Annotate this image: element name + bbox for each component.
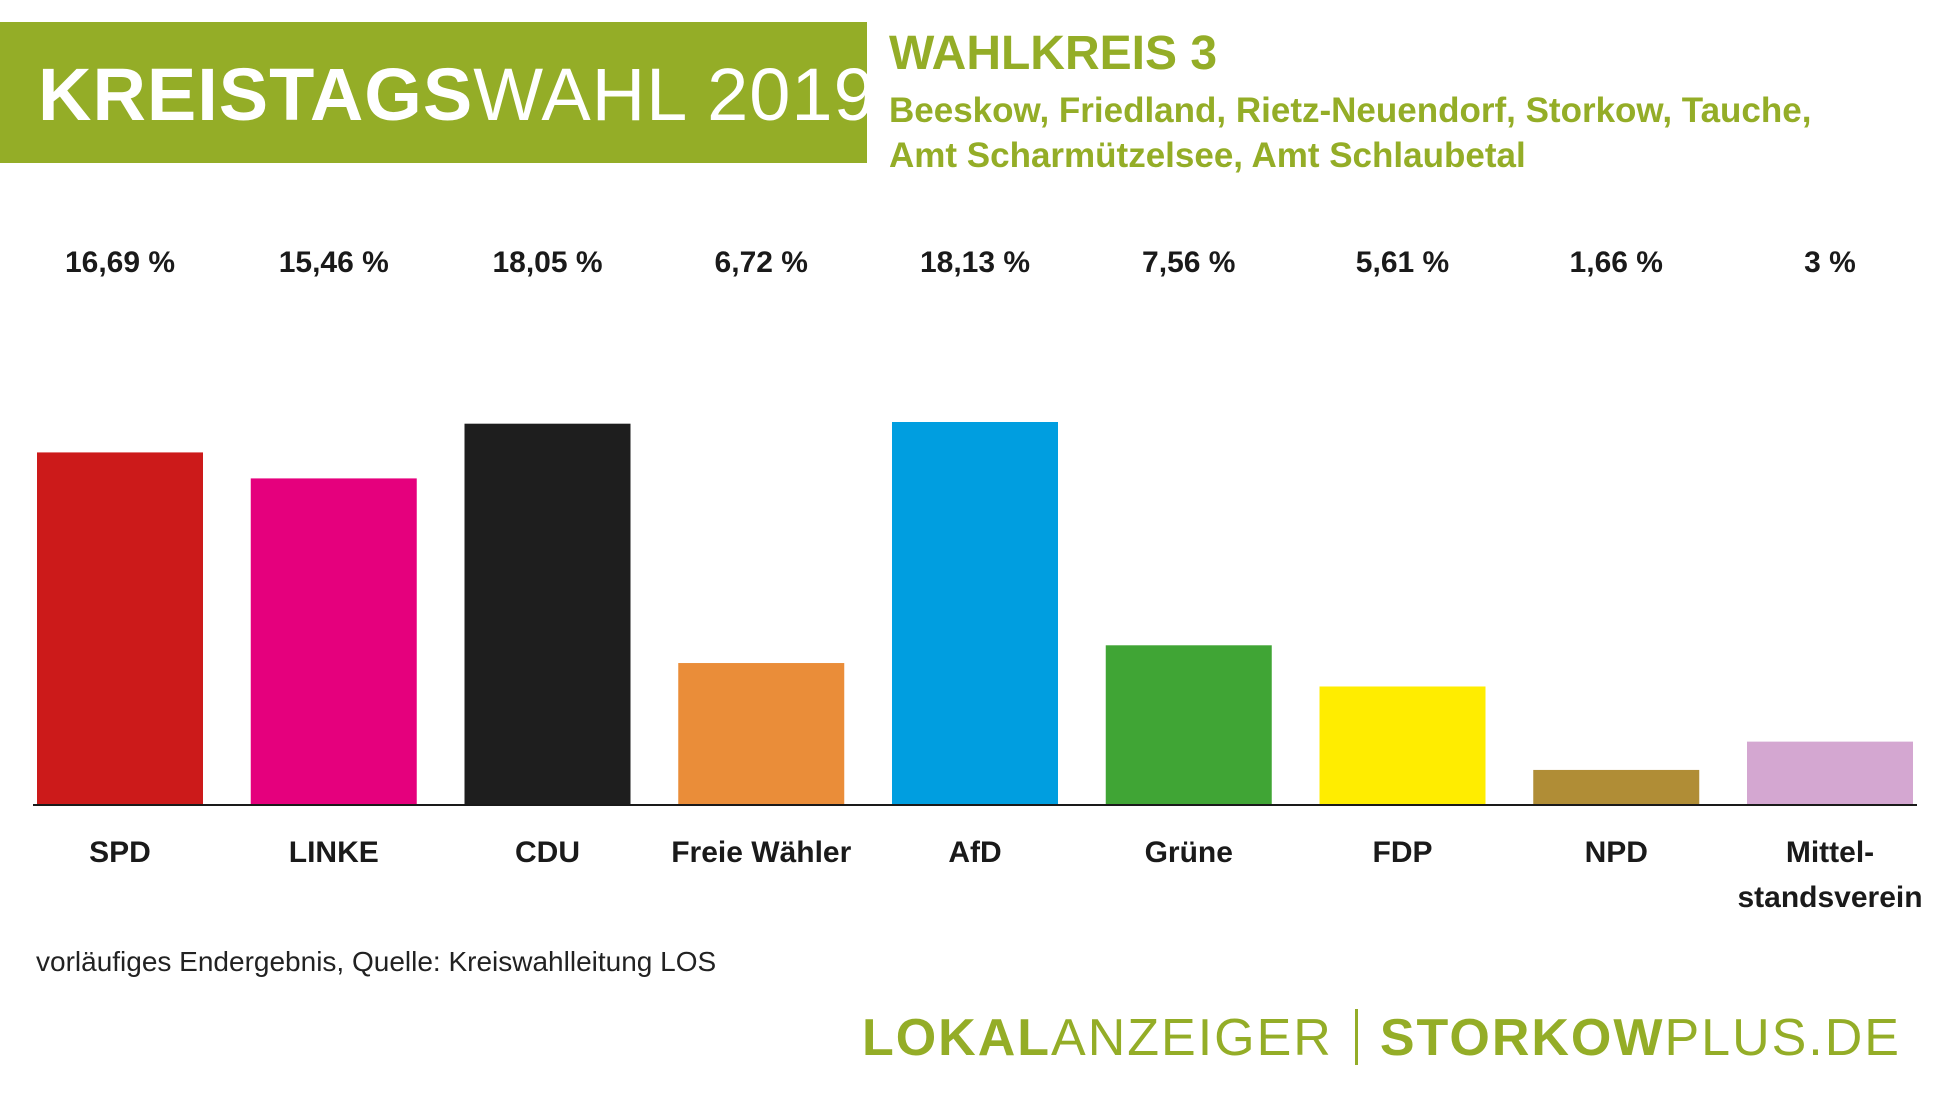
footer-brand: LOKALANZEIGER STORKOWPLUS.DE [861, 1009, 1901, 1069]
brand-plus-de: PLUS.DE [1664, 1009, 1901, 1067]
brand-lokal: LOKAL [861, 1009, 1052, 1067]
brand-divider [1354, 1009, 1358, 1066]
category-label-6: FDP [1373, 836, 1433, 869]
category-label-3: Freie Wähler [671, 836, 851, 869]
bar-3 [678, 663, 845, 805]
title-banner: KREISTAGSWAHL 2019 [0, 22, 875, 163]
value-label-8: 3 % [1804, 246, 1856, 279]
value-label-0: 16,69 % [65, 246, 175, 279]
district-title: WAHLKREIS 3 [889, 27, 1218, 80]
value-label-2: 18,05 % [492, 246, 602, 279]
value-label-1: 15,46 % [279, 246, 389, 279]
bar-1 [250, 478, 417, 805]
bar-7 [1533, 769, 1700, 805]
title-light-part: WAHL 2019 [473, 53, 876, 136]
category-label-2: CDU [515, 836, 580, 869]
brand-storkow: STORKOW [1379, 1009, 1665, 1067]
category-label-5: Grüne [1145, 836, 1233, 869]
bar-0 [37, 452, 203, 805]
value-label-3: 6,72 % [715, 246, 808, 279]
category-label-4: AfD [948, 836, 1001, 869]
category-label-8: Mittel-standsverein [1737, 836, 1922, 914]
bar-6 [1319, 686, 1486, 805]
bar-2 [464, 423, 631, 805]
district-places-line-2: Amt Scharmützelsee, Amt Schlaubetal [889, 136, 1526, 175]
district-places-line-1: Beeskow, Friedland, Rietz-Neuendorf, Sto… [889, 91, 1812, 130]
value-label-7: 1,66 % [1570, 246, 1663, 279]
category-label-7: NPD [1585, 836, 1648, 869]
category-label-1: LINKE [289, 836, 379, 869]
district-places: Beeskow, Friedland, Rietz-Neuendorf, Sto… [889, 88, 1929, 178]
value-label-5: 7,56 % [1142, 246, 1235, 279]
bar-chart: 16,69 % SPD 15,46 % LINKE 18,05 % CDU 6,72 % Fr… [33, 246, 1923, 914]
value-label-6: 5,61 % [1356, 246, 1449, 279]
category-label-0: SPD [89, 836, 151, 869]
source-note: vorläufiges Endergebnis, Quelle: Kreiswa… [36, 946, 717, 977]
bar-4 [892, 422, 1058, 805]
value-label-4: 18,13 % [920, 246, 1030, 279]
brand-anzeiger: ANZEIGER [1051, 1009, 1333, 1067]
title-bold-part: KREISTAGS [38, 53, 474, 136]
page-title: KREISTAGSWAHL 2019 [38, 58, 876, 132]
bar-5 [1105, 645, 1272, 805]
bar-8 [1747, 741, 1913, 805]
